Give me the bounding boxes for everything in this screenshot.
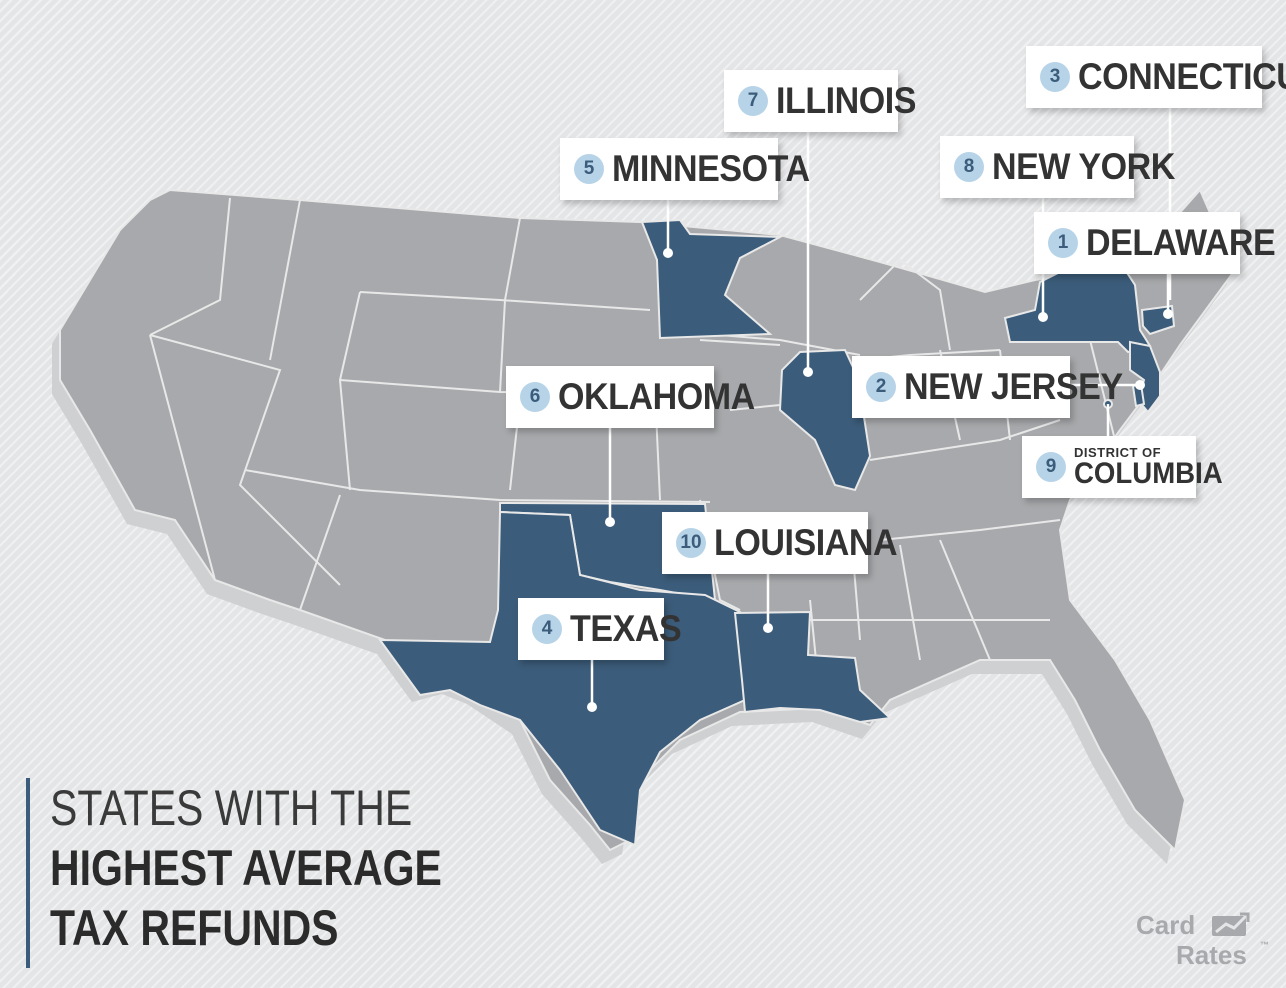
state-label: DISTRICT OF COLUMBIA (1074, 446, 1236, 489)
callout-texas: 4 TEXAS (518, 598, 682, 660)
highlighted-states (378, 218, 1176, 847)
state-illinois (778, 348, 872, 492)
state-label-big: COLUMBIA (1074, 456, 1223, 490)
rank-badge: 9 (1036, 452, 1066, 482)
state-borders (149, 197, 1121, 701)
state-label: CONNECTICUT (1078, 56, 1286, 97)
state-label: LOUISIANA (714, 522, 898, 563)
state-label: ILLINOIS (776, 80, 917, 121)
callout-delaware: 1 DELAWARE (1034, 212, 1276, 274)
rank-badge: 10 (676, 528, 706, 558)
rank-badge: 5 (574, 154, 604, 184)
state-texas (378, 510, 747, 847)
state-new-york (1003, 261, 1152, 354)
state-louisiana (733, 610, 893, 724)
rank-badge: 6 (520, 382, 550, 412)
rank-badge: 3 (1040, 62, 1070, 92)
rank-badge: 2 (866, 372, 896, 402)
state-label-small: DISTRICT OF (1074, 444, 1162, 460)
logo-word-card: Card (1136, 910, 1196, 940)
title-block: STATES WITH THE HIGHEST AVERAGE TAX REFU… (26, 778, 446, 968)
rank-badge: 4 (532, 614, 562, 644)
callout-oklahoma: 6 OKLAHOMA (506, 366, 755, 428)
state-label: DELAWARE (1086, 222, 1276, 263)
callout-new-jersey: 2 NEW JERSEY (852, 356, 1123, 418)
cardrates-logo: Card Rates ™ (1134, 908, 1274, 972)
card-chart-icon (1212, 912, 1250, 936)
state-label: MINNESOTA (612, 148, 810, 189)
rank-badge: 1 (1048, 228, 1078, 258)
state-label: NEW JERSEY (904, 366, 1123, 407)
callout-connecticut: 3 CONNECTICUT (1026, 46, 1286, 108)
callout-new-york: 8 NEW YORK (940, 136, 1175, 198)
title-line-2: HIGHEST AVERAGE (50, 840, 442, 896)
state-minnesota (640, 218, 784, 340)
state-label: OKLAHOMA (558, 376, 755, 417)
state-label: TEXAS (570, 608, 682, 649)
state-label: NEW YORK (992, 146, 1175, 187)
callout-illinois: 7 ILLINOIS (724, 70, 917, 132)
title-line-3: TAX REFUNDS (50, 900, 339, 956)
logo-trademark: ™ (1260, 940, 1269, 950)
callout-district-of-columbia: 9 DISTRICT OF COLUMBIA (1022, 436, 1223, 498)
callout-minnesota: 5 MINNESOTA (560, 138, 810, 200)
state-new-jersey (1129, 340, 1161, 414)
callout-louisiana: 10 LOUISIANA (662, 512, 898, 574)
title-line-1: STATES WITH THE (50, 780, 413, 836)
rank-badge: 8 (954, 152, 984, 182)
rank-badge: 7 (738, 86, 768, 116)
logo-word-rates: Rates (1176, 940, 1247, 970)
